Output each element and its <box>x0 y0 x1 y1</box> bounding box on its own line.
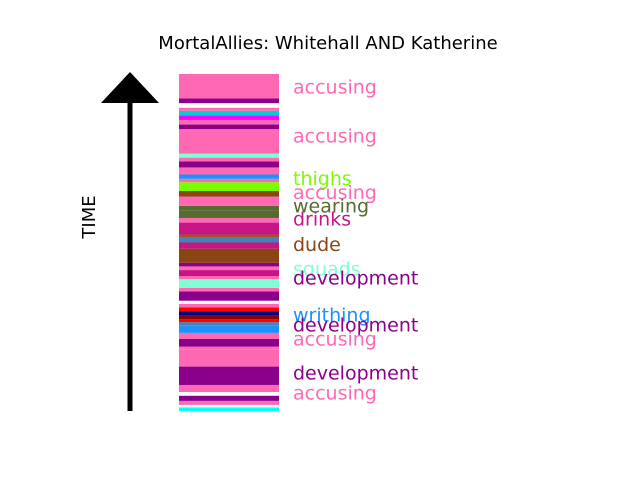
timeline-segment <box>179 237 279 243</box>
timeline-segment <box>179 392 279 396</box>
timeline-segment <box>179 404 279 408</box>
segment-label: accusing <box>293 328 377 350</box>
timeline-segment <box>179 262 279 267</box>
segment-label: wearing <box>293 196 369 218</box>
timeline-segment <box>179 291 279 301</box>
timeline-segment <box>179 395 279 401</box>
segment-label: development <box>293 363 418 385</box>
timeline-segment <box>179 366 279 385</box>
timeline-segment <box>179 242 279 249</box>
time-arrow-head <box>101 72 159 103</box>
segment-label: accusing <box>293 76 377 98</box>
timeline-segment <box>179 276 279 280</box>
timeline-segment <box>179 124 279 130</box>
segment-label: accusing <box>293 182 377 204</box>
timeline-segment <box>179 174 279 179</box>
timeline-segment <box>179 319 279 323</box>
timeline-segment <box>179 217 279 223</box>
timeline-segment <box>179 222 279 235</box>
segment-label: accusing <box>293 383 377 405</box>
segment-label: development <box>293 315 418 337</box>
timeline-segment <box>179 322 279 326</box>
segment-label: drinks <box>293 209 351 231</box>
timeline-segment <box>179 157 279 162</box>
timeline-segment <box>179 346 279 350</box>
timeline-segment <box>179 311 279 316</box>
timeline-segment <box>179 384 279 393</box>
timeline-segment <box>179 119 279 125</box>
timeline-segment <box>179 98 279 104</box>
timeline-segment <box>179 153 279 158</box>
timeline-segment <box>179 279 279 288</box>
timeline-segment <box>179 400 279 405</box>
timeline-segment <box>179 248 279 263</box>
timeline-segment <box>179 107 279 111</box>
timeline-segment <box>179 234 279 238</box>
timeline-segment <box>179 307 279 312</box>
time-axis-label: TIME <box>79 195 100 239</box>
timeline-labels: accusingaccusingthighsaccusingwearingdri… <box>293 76 418 404</box>
timeline-segment <box>179 103 279 108</box>
timeline-segment <box>179 315 279 320</box>
time-axis <box>101 72 159 411</box>
timeline-segment <box>179 167 279 175</box>
segment-label: dude <box>293 234 341 256</box>
segment-label: squads <box>293 259 361 281</box>
timeline-segment <box>179 205 279 211</box>
segment-label: writhing <box>293 305 371 327</box>
timeline-segment <box>179 196 279 206</box>
segment-label: development <box>293 268 418 290</box>
segment-label: thighs <box>293 168 352 190</box>
segment-label: accusing <box>293 125 377 147</box>
timeline-strip <box>179 74 279 411</box>
timeline-segment <box>179 287 279 292</box>
timeline-segment <box>179 178 279 183</box>
timeline-segment <box>179 407 279 411</box>
timeline-segment <box>179 339 279 347</box>
timeline-segment <box>179 300 279 304</box>
timeline-segment <box>179 110 279 116</box>
timeline-segment <box>179 266 279 271</box>
timeline-segment <box>179 349 279 367</box>
timeline-segment <box>179 325 279 333</box>
chart-title: MortalAllies: Whitehall AND Katherine <box>158 33 497 54</box>
timeline-segment <box>179 270 279 277</box>
timeline-segment <box>179 332 279 340</box>
timeline-segment <box>179 210 279 218</box>
timeline-segment <box>179 191 279 197</box>
timeline-segment <box>179 129 279 154</box>
timeline-segment <box>179 303 279 308</box>
timeline-segment <box>179 115 279 120</box>
timeline-segment <box>179 182 279 192</box>
timeline-segment <box>179 161 279 168</box>
timeline-segment <box>179 74 279 99</box>
